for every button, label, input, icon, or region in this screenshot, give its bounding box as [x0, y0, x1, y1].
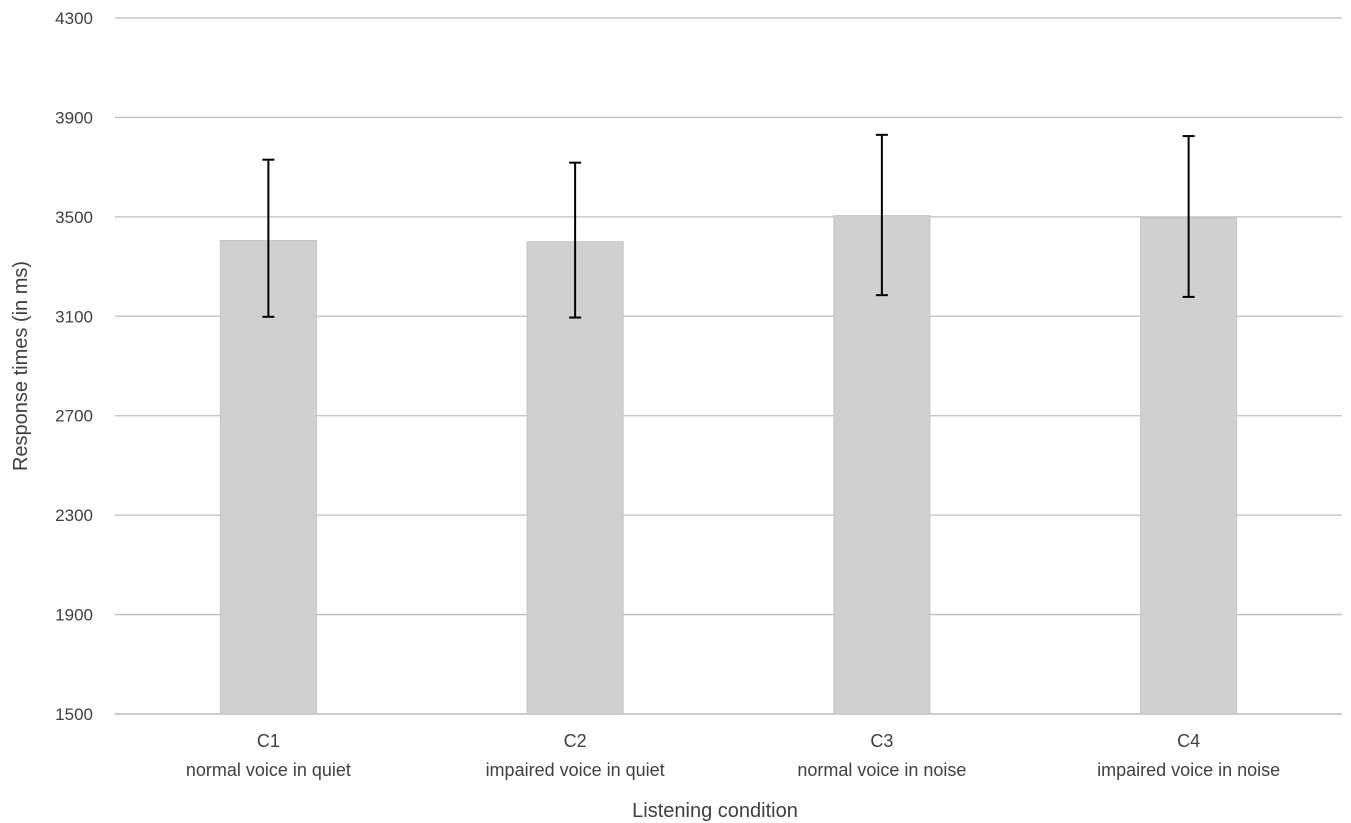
x-category-code: C4	[1177, 731, 1200, 751]
y-tick-label: 4300	[55, 9, 93, 28]
bar	[1140, 217, 1238, 715]
y-tick-label: 3100	[55, 307, 93, 326]
y-tick-label: 3500	[55, 208, 93, 227]
x-category-code: C3	[870, 731, 893, 751]
x-axis-title: Listening condition	[632, 800, 798, 822]
y-tick-labels: 1500 1900 2300 2700 3100 3500 3900 4300	[55, 9, 93, 724]
y-axis-title: Response times (in ms)	[10, 261, 32, 471]
x-category-code: C1	[257, 731, 280, 751]
bar	[219, 239, 317, 715]
y-tick-label: 1900	[55, 606, 93, 625]
bar	[526, 241, 624, 715]
bars	[219, 215, 1238, 715]
x-category-code: C2	[564, 731, 587, 751]
x-category-description: impaired voice in quiet	[486, 760, 665, 780]
x-category-description: impaired voice in noise	[1097, 760, 1280, 780]
y-tick-label: 3900	[55, 108, 93, 127]
y-tick-label: 1500	[55, 705, 93, 724]
y-tick-label: 2300	[55, 506, 93, 525]
x-category-labels: C1 normal voice in quiet C2 impaired voice …	[186, 731, 1280, 780]
x-category-description: normal voice in quiet	[186, 760, 351, 780]
error-bars	[262, 133, 1195, 319]
bar	[833, 215, 931, 715]
x-category-description: normal voice in noise	[797, 760, 966, 780]
gridlines	[115, 17, 1342, 715]
y-tick-label: 2700	[55, 407, 93, 426]
